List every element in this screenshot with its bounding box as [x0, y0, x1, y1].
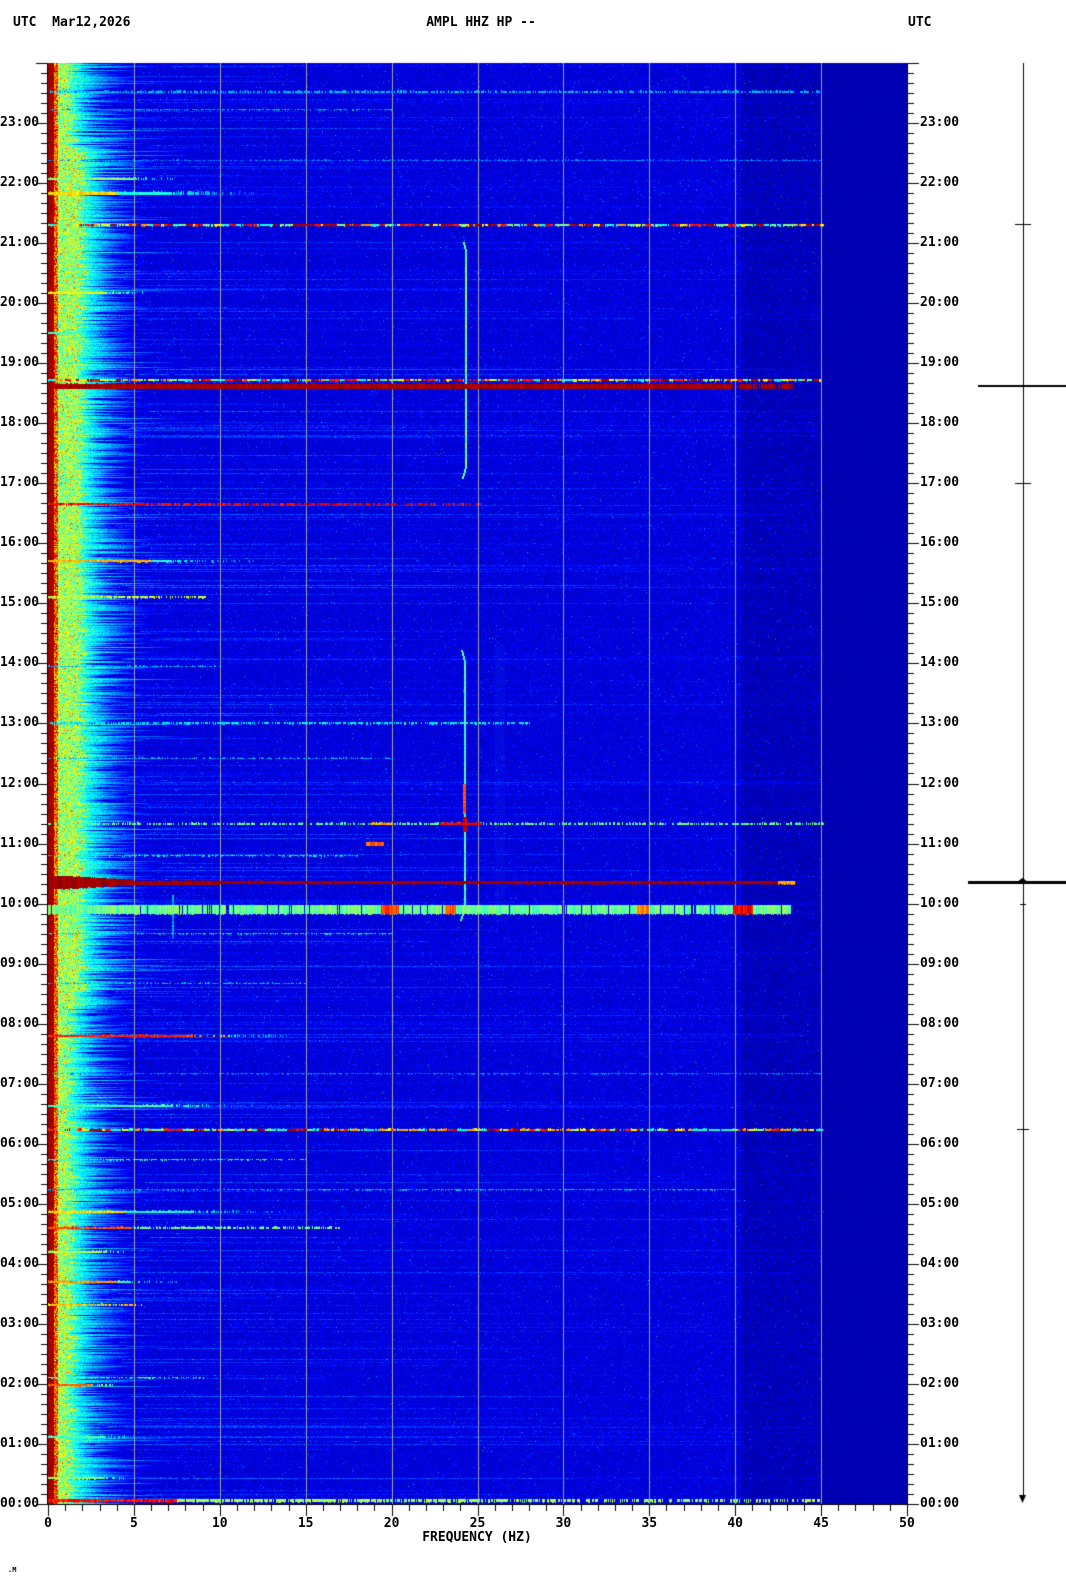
time-tick-label-left: 12:00 [0, 775, 40, 791]
time-tick-label-left: 08:00 [0, 1015, 40, 1031]
time-tick-label-right: 16:00 [920, 535, 960, 551]
time-tick-label-right: 21:00 [920, 235, 960, 251]
time-tick-label-left: 05:00 [0, 1195, 40, 1211]
freq-tick-label: 15 [297, 1516, 314, 1531]
header-left: UTC Mar12,2026 [13, 15, 130, 30]
time-tick-label-left: 02:00 [0, 1375, 40, 1391]
time-tick-label-right: 13:00 [920, 715, 960, 731]
time-tick-label-left: 20:00 [0, 295, 40, 311]
time-tick-label-right: 03:00 [920, 1315, 960, 1331]
utc-right-label: UTC [908, 15, 932, 30]
time-tick-label-left: 10:00 [0, 895, 40, 911]
freq-tick-label: 30 [555, 1516, 572, 1531]
time-tick-label-right: 17:00 [920, 475, 960, 491]
time-tick-label-right: 08:00 [920, 1015, 960, 1031]
freq-tick-label: 45 [813, 1516, 829, 1531]
utc-left-label: UTC [13, 15, 37, 30]
time-tick-label-right: 02:00 [920, 1375, 960, 1391]
time-tick-label-right: 05:00 [920, 1195, 960, 1211]
time-tick-label-left: 14:00 [0, 655, 40, 671]
time-tick-label-right: 11:00 [920, 835, 960, 851]
header-date: Mar12,2026 [52, 15, 131, 30]
time-tick-label-left: 13:00 [0, 715, 40, 731]
time-tick-label-left: 07:00 [0, 1075, 40, 1091]
time-tick-label-left: 17:00 [0, 475, 40, 491]
time-tick-label-right: 19:00 [920, 355, 960, 371]
time-tick-label-left: 21:00 [0, 235, 40, 251]
time-tick-label-left: 01:00 [0, 1435, 40, 1451]
time-tick-label-right: 06:00 [920, 1135, 960, 1151]
time-tick-label-right: 10:00 [920, 895, 960, 911]
freq-tick-label: 0 [44, 1516, 52, 1531]
time-tick-label-right: 22:00 [920, 175, 960, 191]
freq-tick-label: 40 [727, 1516, 744, 1531]
freq-tick-label: 5 [129, 1516, 138, 1531]
time-tick-label-left: 19:00 [0, 355, 40, 371]
frequency-axis-title: FREQUENCY (HZ) [422, 1530, 532, 1545]
time-tick-label-left: 18:00 [0, 415, 40, 431]
time-tick-label-left: 09:00 [0, 955, 40, 971]
freq-tick-label: 10 [211, 1516, 228, 1531]
time-tick-label-left: 15:00 [0, 595, 40, 611]
time-tick-label-left: 23:00 [0, 115, 40, 131]
time-tick-label-right: 14:00 [920, 655, 960, 671]
time-tick-label-left: 04:00 [0, 1255, 40, 1271]
time-tick-label-right: 07:00 [920, 1075, 960, 1091]
time-tick-label-left: 16:00 [0, 535, 40, 551]
time-tick-label-left: 11:00 [0, 835, 40, 851]
freq-tick-label: 25 [469, 1516, 486, 1531]
freq-tick-label: 35 [641, 1516, 658, 1531]
time-tick-label-right: 15:00 [920, 595, 960, 611]
time-tick-label-right: 23:00 [920, 115, 960, 131]
time-tick-label-right: 20:00 [920, 295, 960, 311]
time-tick-label-right: 01:00 [920, 1435, 960, 1451]
time-tick-label-right: 04:00 [920, 1255, 960, 1271]
freq-tick-label: 50 [899, 1516, 915, 1531]
time-tick-label-left: 00:00 [0, 1496, 40, 1511]
time-tick-label-left: 22:00 [0, 175, 40, 191]
time-tick-label-right: 09:00 [920, 955, 960, 971]
time-tick-label-right: 12:00 [920, 775, 960, 791]
page-title: AMPL HHZ HP -- [426, 15, 536, 30]
time-tick-label-right: 00:00 [920, 1496, 960, 1511]
freq-tick-label: 20 [383, 1516, 400, 1531]
time-tick-label-left: 06:00 [0, 1135, 40, 1151]
time-tick-label-right: 18:00 [920, 415, 960, 431]
time-tick-label-left: 03:00 [0, 1315, 40, 1331]
watermark: .M [8, 1566, 17, 1574]
